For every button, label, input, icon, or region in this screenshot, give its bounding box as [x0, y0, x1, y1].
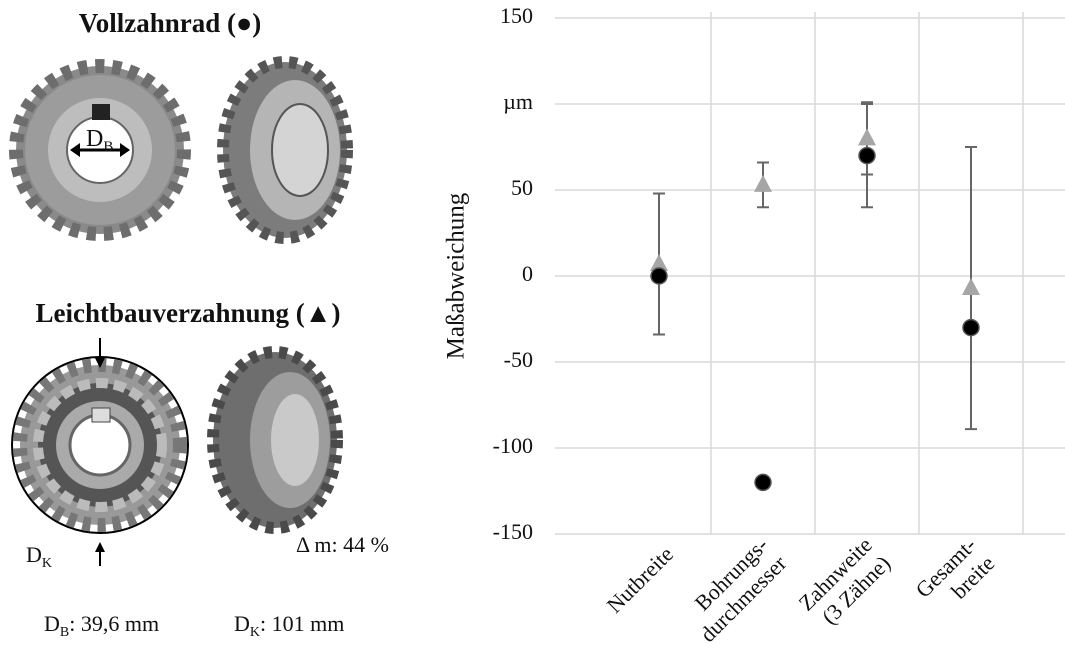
db-value-sub: B	[60, 625, 69, 640]
data-point	[858, 128, 876, 146]
data-point	[650, 253, 668, 271]
y-tick-label: -150	[493, 519, 533, 544]
db-value: DB: 39,6 mm	[44, 611, 159, 640]
legend-entry: Vollzahnrad (●)	[79, 8, 262, 38]
data-point	[858, 146, 876, 165]
data-point	[754, 174, 772, 192]
data-point	[962, 278, 980, 296]
y-tick-label: -100	[493, 433, 533, 458]
db-label: DB	[86, 126, 113, 156]
dk-main: D	[26, 542, 42, 567]
dk-label: DK	[26, 542, 52, 571]
legend-entry: Leichtbauverzahnung (▲)	[36, 298, 341, 328]
dk-sub: K	[42, 556, 52, 571]
dk-value: DK: 101 mm	[234, 611, 344, 640]
data-point	[650, 267, 668, 285]
y-tick-label: µm	[503, 89, 533, 114]
db-value-main: D	[44, 611, 60, 636]
dk-value-rest: : 101 mm	[260, 611, 344, 636]
x-tick-label: Bohrungs-durchmesser	[677, 532, 792, 647]
dk-value-main: D	[234, 611, 250, 636]
dk-value-sub: K	[250, 625, 260, 640]
db-sub: B	[103, 139, 113, 155]
data-point	[754, 473, 772, 492]
x-tick-label: Zahnweite(3 Zähne)	[794, 532, 896, 634]
y-tick-label: 0	[522, 261, 533, 286]
x-tick-label: Nutbreite	[602, 541, 678, 617]
db-main: D	[86, 126, 103, 152]
gear-photos	[9, 56, 353, 566]
y-tick-label: 150	[500, 3, 533, 28]
y-axis-label: Maßabweichung	[443, 192, 470, 359]
db-value-rest: : 39,6 mm	[69, 611, 159, 636]
y-tick-label: 50	[511, 175, 533, 200]
mass-label: Δ m: 44 %	[296, 532, 389, 557]
x-tick-label: Gesamt-breite	[911, 532, 1000, 621]
y-tick-label: -50	[504, 347, 533, 372]
data-point	[962, 318, 980, 337]
